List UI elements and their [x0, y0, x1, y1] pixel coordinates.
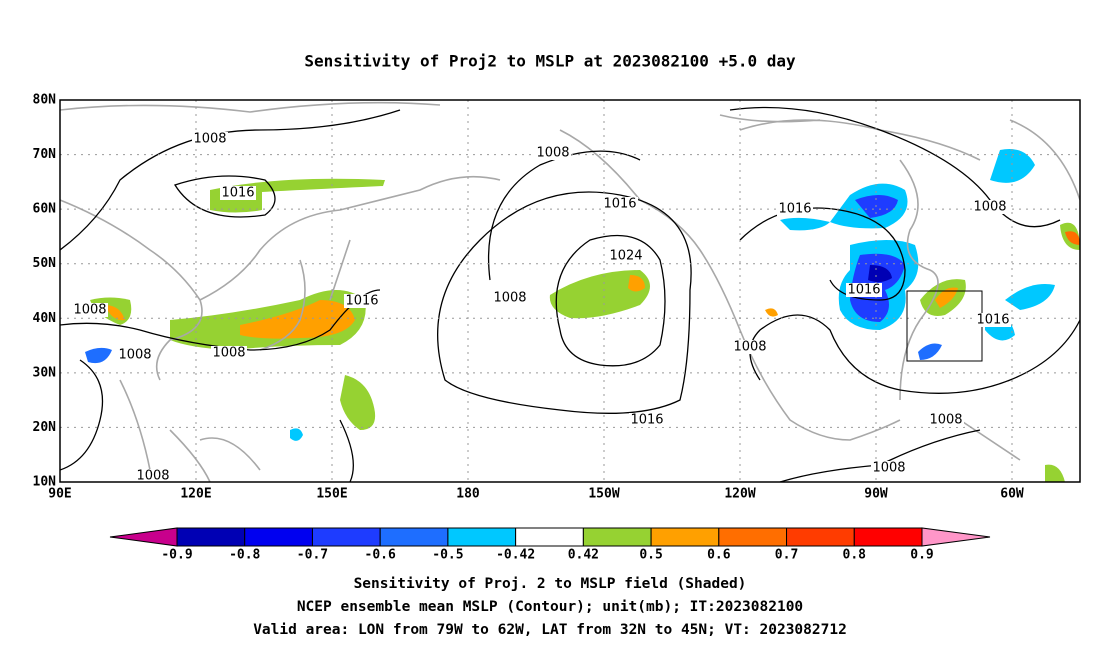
colorbar-label: 0.9 — [910, 548, 933, 563]
lat-label: 50N — [33, 256, 57, 271]
colorbar-label: -0.9 — [161, 548, 192, 563]
contour-label-bg — [975, 313, 1011, 327]
lon-label: 120E — [180, 487, 211, 502]
contour-label-bg — [871, 461, 907, 475]
contour-label-bg — [72, 303, 108, 317]
colorbar-box — [311, 527, 381, 547]
colorbar-label: -0.8 — [229, 548, 260, 563]
shading — [85, 149, 1080, 482]
contour-label: 1024 — [609, 249, 642, 264]
colorbar-label: -0.5 — [432, 548, 463, 563]
lat-label: 20N — [33, 420, 57, 435]
contour-label-bg — [220, 186, 256, 200]
lat-label: 80N — [33, 93, 57, 108]
colorbar-label: 0.7 — [775, 548, 798, 563]
title: Sensitivity of Proj2 to MSLP at 20230821… — [304, 52, 796, 71]
contour-label: 1008 — [493, 291, 526, 306]
contour-label-bg — [846, 283, 882, 297]
colorbar-label: -0.7 — [297, 548, 328, 563]
colorbar-label: -0.6 — [365, 548, 396, 563]
contour-label: 1008 — [73, 303, 106, 318]
lon-label: 90W — [864, 487, 888, 502]
caption-line: Valid area: LON from 79W to 62W, LAT fro… — [253, 622, 847, 638]
contour-label: 1008 — [872, 461, 905, 476]
contour-label: 1008 — [973, 200, 1006, 215]
lon-label: 90E — [48, 487, 71, 502]
colorbar-box — [718, 527, 788, 547]
colorbar-box — [176, 527, 246, 547]
colorbar-label: -0.42 — [496, 548, 535, 563]
contour-label: 1008 — [733, 340, 766, 355]
caption: Sensitivity of Proj. 2 to MSLP field (Sh… — [253, 576, 847, 638]
contour-label-bg — [732, 340, 768, 354]
colorbar-box — [379, 527, 449, 547]
map: 1008 1016 1008 1016 1024 1008 1016 1008 1008 1008… — [59, 99, 1081, 484]
contour-label-bg — [535, 146, 571, 160]
contour-label: 1008 — [536, 146, 569, 161]
contour-label-bg — [492, 291, 528, 305]
colorbar-label: 0.5 — [639, 548, 662, 563]
contour-label-bg — [629, 413, 665, 427]
caption-line: NCEP ensemble mean MSLP (Contour); unit(… — [297, 599, 803, 615]
contour-label-bg — [972, 200, 1008, 214]
colorbar-box — [853, 527, 923, 547]
contour-label: 1008 — [929, 413, 962, 428]
colorbar: -0.9 -0.8 -0.7 -0.6 -0.5 -0.42 0.42 0.5 0.6 0.7 0.… — [109, 527, 991, 563]
graticule — [60, 100, 1080, 482]
lat-label: 10N — [33, 475, 57, 490]
colorbar-extend-low — [109, 527, 178, 547]
contour-label: 1008 — [212, 346, 245, 361]
contour-label: 1016 — [603, 197, 636, 212]
caption-line: Sensitivity of Proj. 2 to MSLP field (Sh… — [354, 576, 747, 592]
contour-label: 1016 — [221, 186, 254, 201]
lat-label: 40N — [33, 311, 57, 326]
colorbar-label: 0.6 — [707, 548, 731, 563]
colorbar-label: 0.42 — [568, 548, 599, 563]
colorbar-box — [447, 527, 517, 547]
contour-label: 1016 — [345, 294, 378, 309]
contour-label: 1016 — [778, 202, 811, 217]
lat-label: 60N — [33, 202, 57, 217]
lat-label: 70N — [33, 147, 57, 162]
lat-label: 30N — [33, 365, 57, 380]
contour-label-bg — [602, 197, 638, 211]
lon-label: 150W — [588, 487, 619, 502]
colorbar-box — [515, 527, 584, 547]
colorbar-box — [244, 527, 313, 547]
lon-label: 60W — [1000, 487, 1024, 502]
contour-label-bg — [192, 132, 228, 146]
contour-label: 1016 — [976, 313, 1009, 328]
contour-label-bg — [211, 346, 247, 360]
lon-label: 180 — [456, 487, 480, 502]
contour-label: 1008 — [118, 348, 151, 363]
lon-label: 120W — [724, 487, 755, 502]
contour-label-bg — [344, 294, 380, 308]
contour-labels: 1008 1016 1008 1016 1024 1008 1016 1008 1008 1008… — [72, 132, 1011, 484]
contour-label: 1008 — [193, 132, 226, 147]
contour-label: 1016 — [847, 283, 880, 298]
contour-label-bg — [928, 413, 964, 427]
colorbar-extend-high — [921, 527, 991, 547]
colorbar-label: 0.8 — [843, 548, 867, 563]
lon-label: 150E — [316, 487, 347, 502]
map-frame — [59, 99, 1081, 483]
contour-label-bg — [777, 202, 813, 216]
contour-label: 1008 — [136, 469, 169, 484]
contour-label-bg — [135, 469, 171, 482]
contour-label-bg — [608, 249, 644, 263]
colorbar-box — [650, 527, 720, 547]
colorbar-box — [786, 527, 855, 547]
contour-label: 1016 — [630, 413, 663, 428]
contour-label-bg — [117, 348, 153, 362]
colorbar-box — [582, 527, 652, 547]
